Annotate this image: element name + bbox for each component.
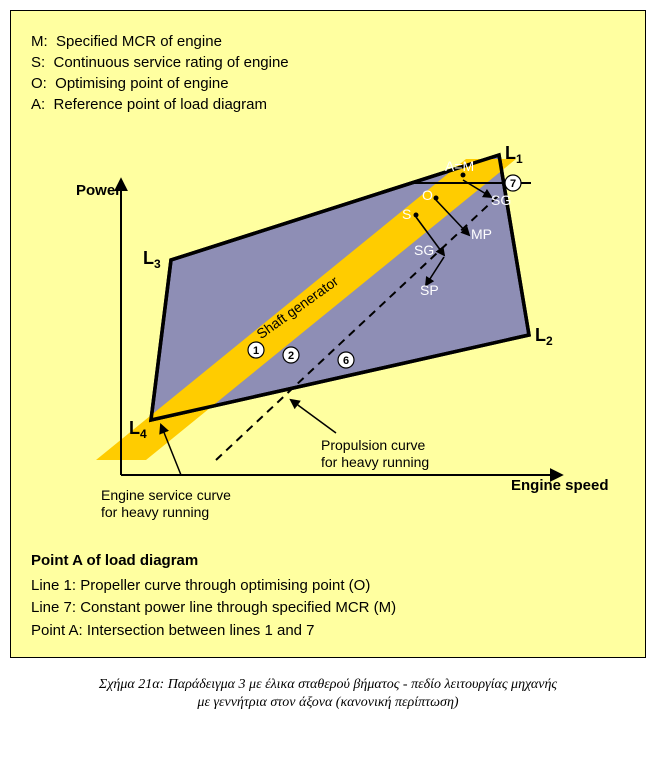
svg-text:1: 1	[253, 345, 259, 357]
svg-text:7: 7	[510, 178, 516, 190]
svg-text:SG: SG	[491, 192, 511, 208]
bottom-line: Point A: Intersection between lines 1 an…	[31, 620, 625, 643]
legend-row: S: Continuous service rating of engine	[31, 52, 625, 73]
svg-text:SG: SG	[414, 242, 434, 258]
diagram-panel: M: Specified MCR of engine S: Continuous…	[10, 10, 646, 658]
bottom-line: Line 7: Constant power line through spec…	[31, 597, 625, 620]
bottom-legend: Point A of load diagram Line 1: Propelle…	[31, 550, 625, 642]
svg-text:Propulsion curve: Propulsion curve	[321, 437, 425, 453]
svg-text:S: S	[402, 206, 411, 222]
figure-caption: Σχήμα 21α: Παράδειγμα 3 με έλικα σταθερο…	[10, 676, 646, 712]
svg-text:Power: Power	[76, 182, 121, 199]
svg-text:6: 6	[343, 355, 349, 367]
svg-text:Engine service curve: Engine service curve	[101, 487, 231, 503]
bottom-title: Point A of load diagram	[31, 550, 625, 573]
svg-text:SP: SP	[420, 282, 439, 298]
legend-row: M: Specified MCR of engine	[31, 31, 625, 52]
caption-line: Σχήμα 21α: Παράδειγμα 3 με έλικα σταθερο…	[99, 677, 557, 692]
svg-text:L2: L2	[535, 325, 553, 348]
svg-text:MP: MP	[471, 226, 492, 242]
svg-text:L3: L3	[143, 248, 161, 271]
legend-row: O: Optimising point of engine	[31, 73, 625, 94]
figure-container: M: Specified MCR of engine S: Continuous…	[10, 10, 646, 712]
legend-top: M: Specified MCR of engine S: Continuous…	[31, 31, 625, 115]
caption-line: με γεννήτρια στον άξονα (κανονική περίπτ…	[197, 695, 458, 710]
chart-svg: PowerEngine speedL1L2L3L4A=MOSSGMPSGSP12…	[31, 125, 627, 545]
svg-text:O: O	[422, 187, 433, 203]
svg-text:for heavy running: for heavy running	[321, 454, 429, 470]
bottom-line: Line 1: Propeller curve through optimisi…	[31, 575, 625, 598]
svg-text:2: 2	[288, 350, 294, 362]
svg-text:A=M: A=M	[445, 158, 474, 174]
svg-text:Engine speed: Engine speed	[511, 477, 609, 494]
legend-row: A: Reference point of load diagram	[31, 94, 625, 115]
svg-text:L1: L1	[505, 143, 523, 166]
svg-text:for heavy running: for heavy running	[101, 504, 209, 520]
chart-area: PowerEngine speedL1L2L3L4A=MOSSGMPSGSP12…	[31, 125, 625, 545]
